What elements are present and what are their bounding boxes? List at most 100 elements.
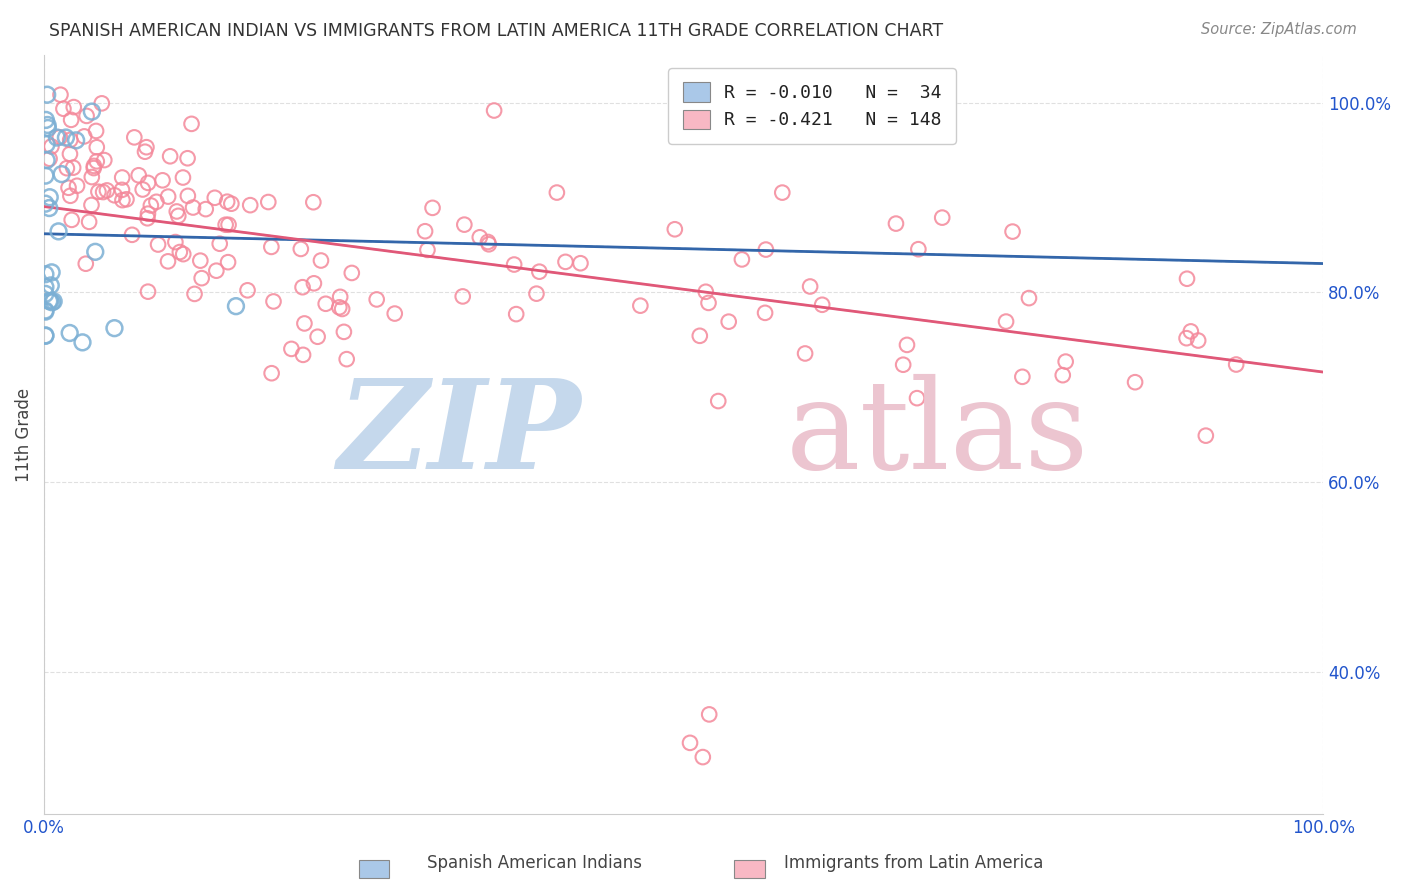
Point <box>451 289 474 303</box>
Point <box>41 295 63 310</box>
Point <box>73 129 96 144</box>
Point <box>1123 375 1146 389</box>
Point <box>128 168 150 182</box>
Point <box>177 189 200 203</box>
Point <box>679 736 702 750</box>
Point <box>34 328 56 343</box>
Point <box>103 188 125 202</box>
Point <box>52 102 75 116</box>
Point <box>931 211 953 225</box>
Point <box>1054 354 1077 368</box>
Point <box>290 242 312 256</box>
Text: Source: ZipAtlas.com: Source: ZipAtlas.com <box>1201 22 1357 37</box>
Point <box>208 236 231 251</box>
Point <box>86 140 108 154</box>
Point <box>194 202 217 216</box>
Point <box>260 366 283 380</box>
Point <box>884 217 907 231</box>
Point <box>190 271 212 285</box>
Point <box>83 161 105 175</box>
Text: atlas: atlas <box>786 374 1090 495</box>
Point <box>38 294 60 309</box>
Point <box>468 230 491 244</box>
Point <box>1195 428 1218 442</box>
Point <box>453 218 475 232</box>
Point <box>755 243 778 257</box>
Point <box>554 255 576 269</box>
Point <box>257 194 280 209</box>
Point <box>236 283 259 297</box>
Point <box>1175 331 1198 345</box>
Point <box>225 299 247 313</box>
Y-axis label: 11th Grade: 11th Grade <box>15 387 32 482</box>
Point <box>292 348 315 362</box>
Point <box>664 222 686 236</box>
Point <box>91 185 114 199</box>
Text: Spanish American Indians: Spanish American Indians <box>427 855 641 872</box>
Point <box>103 321 125 335</box>
Point <box>717 315 740 329</box>
Point <box>333 325 356 339</box>
Point <box>891 358 914 372</box>
Point <box>697 296 720 310</box>
Point <box>80 198 103 212</box>
Point <box>60 112 83 127</box>
Point <box>307 330 329 344</box>
Point <box>42 294 65 309</box>
Point <box>136 207 159 221</box>
Point <box>131 182 153 196</box>
Point <box>218 218 240 232</box>
Point <box>41 265 63 279</box>
Point <box>280 342 302 356</box>
Point <box>183 286 205 301</box>
Point <box>59 326 82 340</box>
Point <box>416 243 439 257</box>
Point <box>90 96 112 111</box>
Point <box>214 218 236 232</box>
Point <box>569 256 592 270</box>
Point <box>546 186 568 200</box>
Point <box>204 191 226 205</box>
Point <box>136 285 159 299</box>
Point <box>1180 325 1202 339</box>
Point <box>697 707 720 722</box>
Point <box>58 181 80 195</box>
Point <box>413 224 436 238</box>
Point <box>995 315 1018 329</box>
Point <box>172 247 194 261</box>
Point <box>59 147 82 161</box>
Point <box>628 299 651 313</box>
Point <box>34 196 56 211</box>
Point <box>37 118 59 132</box>
Point <box>35 112 58 127</box>
FancyBboxPatch shape <box>359 860 389 878</box>
Point <box>86 154 108 169</box>
Point <box>166 204 188 219</box>
Point <box>754 306 776 320</box>
Point <box>84 244 107 259</box>
Point <box>188 253 211 268</box>
Point <box>180 117 202 131</box>
Point <box>794 346 817 360</box>
Point <box>302 195 325 210</box>
Point <box>707 394 730 409</box>
Point <box>34 328 56 343</box>
Point <box>695 285 717 299</box>
Point <box>1018 291 1040 305</box>
Point <box>205 263 228 277</box>
Text: SPANISH AMERICAN INDIAN VS IMMIGRANTS FROM LATIN AMERICA 11TH GRADE CORRELATION : SPANISH AMERICAN INDIAN VS IMMIGRANTS FR… <box>49 22 943 40</box>
Point <box>34 169 56 183</box>
Point <box>176 151 198 165</box>
Point <box>35 137 58 152</box>
Point <box>39 278 62 293</box>
Point <box>115 192 138 206</box>
Point <box>80 104 103 119</box>
Point <box>689 328 711 343</box>
Point <box>124 130 146 145</box>
Point <box>37 87 59 102</box>
Point <box>34 303 56 318</box>
Point <box>38 190 60 204</box>
Point <box>167 209 190 223</box>
Point <box>51 167 73 181</box>
Point <box>76 109 98 123</box>
